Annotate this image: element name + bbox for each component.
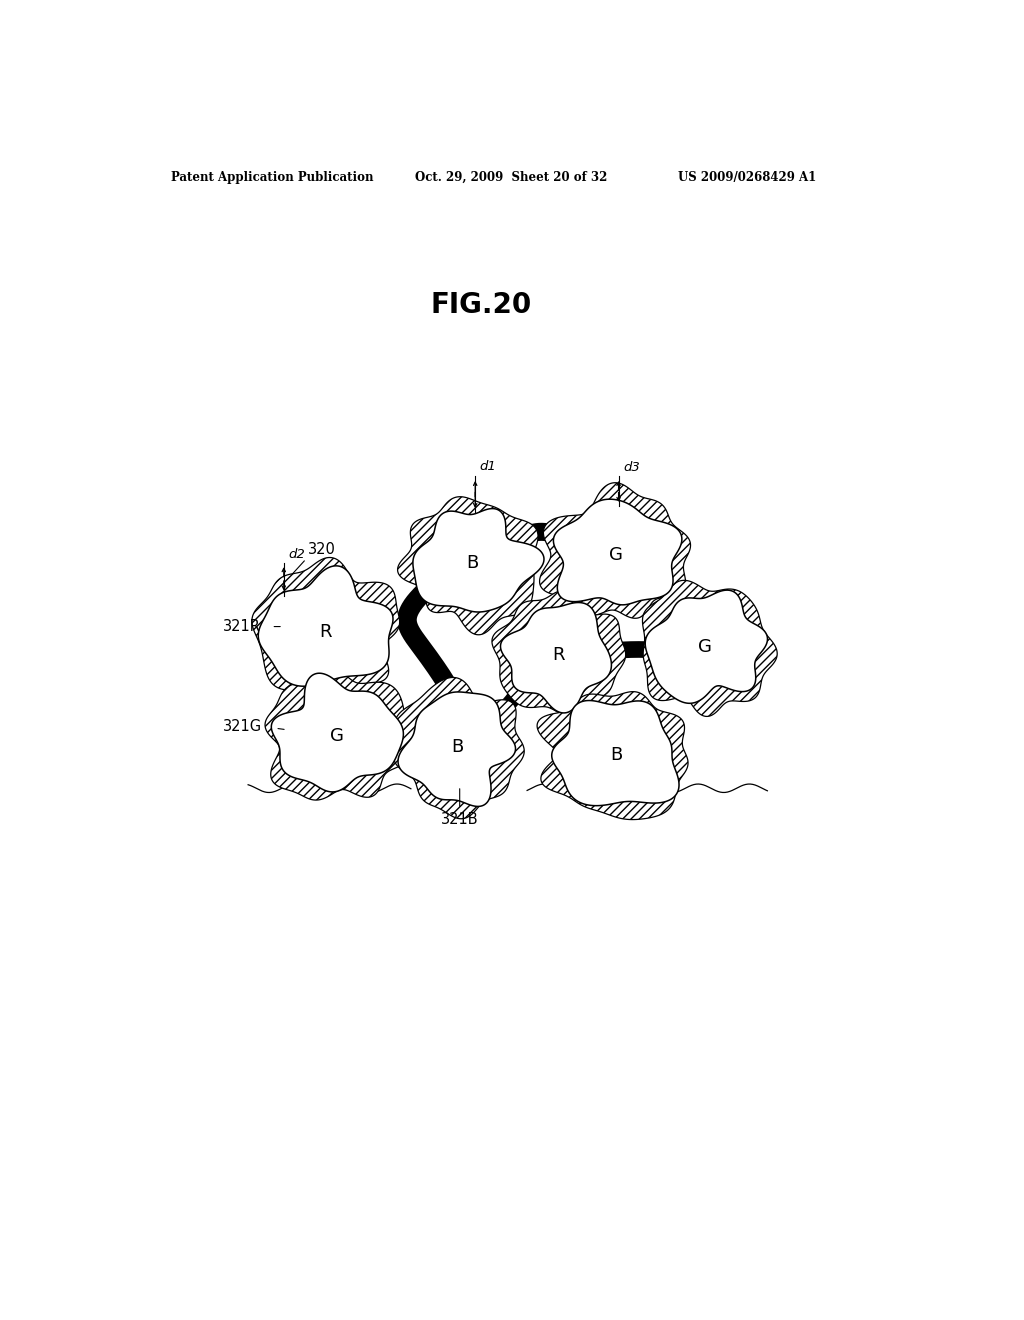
Text: B: B (452, 738, 464, 756)
Polygon shape (553, 499, 682, 605)
Polygon shape (258, 566, 393, 686)
Text: d2: d2 (289, 548, 305, 561)
Polygon shape (645, 590, 767, 704)
Polygon shape (398, 692, 515, 807)
Polygon shape (397, 496, 538, 635)
Polygon shape (538, 692, 688, 820)
Text: B: B (610, 746, 623, 764)
Text: B: B (467, 553, 479, 572)
Text: 321G: 321G (222, 719, 262, 734)
Text: G: G (331, 727, 344, 744)
Polygon shape (501, 602, 611, 713)
Text: Patent Application Publication: Patent Application Publication (171, 172, 373, 185)
Text: R: R (319, 623, 332, 642)
Polygon shape (265, 669, 411, 800)
Polygon shape (271, 673, 403, 792)
Text: Oct. 29, 2009  Sheet 20 of 32: Oct. 29, 2009 Sheet 20 of 32 (415, 172, 607, 185)
Text: G: G (609, 546, 624, 564)
Text: d1: d1 (480, 459, 497, 473)
Polygon shape (392, 677, 524, 818)
Text: G: G (698, 639, 713, 656)
Text: US 2009/0268429 A1: US 2009/0268429 A1 (678, 172, 816, 185)
Polygon shape (642, 581, 777, 717)
Polygon shape (540, 483, 690, 618)
Polygon shape (492, 591, 626, 715)
Text: FIG.20: FIG.20 (430, 290, 531, 318)
Polygon shape (413, 508, 544, 612)
Polygon shape (252, 557, 399, 708)
Text: R: R (552, 645, 564, 664)
Text: 321B: 321B (441, 812, 478, 826)
Polygon shape (552, 701, 679, 805)
Text: d3: d3 (624, 461, 640, 474)
Text: 321R: 321R (222, 619, 260, 634)
Text: 320: 320 (308, 543, 336, 557)
